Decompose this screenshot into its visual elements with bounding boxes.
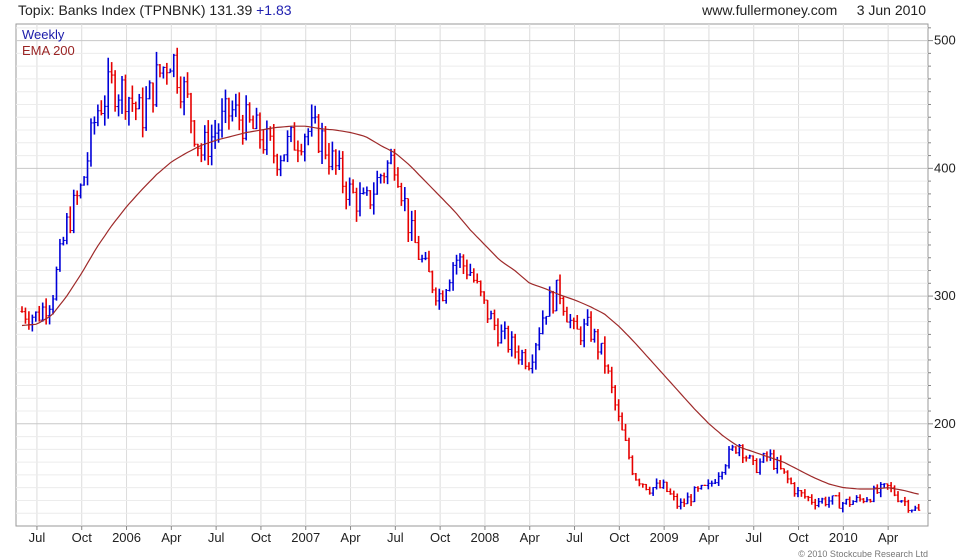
y-tick-label: 300 — [934, 288, 956, 303]
last-price: 131.39 — [209, 2, 253, 18]
x-tick-label: Jul — [745, 530, 762, 545]
y-tick-label: 200 — [934, 416, 956, 431]
chart-title-bar: Topix: Banks Index (TPNBNK) 131.39 +1.83 — [18, 2, 292, 18]
x-tick-label: Apr — [520, 530, 541, 545]
y-tick-label: 500 — [934, 33, 956, 48]
x-tick-label: 2007 — [291, 530, 320, 545]
source-date-bar: www.fullermoney.com 3 Jun 2010 — [702, 2, 926, 18]
chart-title: Topix: Banks Index (TPNBNK) — [18, 2, 206, 18]
x-tick-label: Jul — [566, 530, 583, 545]
chart-date: 3 Jun 2010 — [856, 2, 926, 18]
x-tick-label: Oct — [788, 530, 809, 545]
x-tick-label: Oct — [430, 530, 451, 545]
legend-weekly: Weekly — [22, 27, 65, 42]
x-tick-label: 2008 — [470, 530, 499, 545]
x-tick-label: Jul — [29, 530, 46, 545]
x-axis-labels: Jul Oct 2006 Apr Jul Oct 2007 Apr Jul Oct 2008 Apr J… — [29, 530, 899, 545]
vertical-gridlines — [36, 24, 889, 530]
x-tick-label: Oct — [72, 530, 93, 545]
legend-ema-200: EMA 200 — [22, 43, 75, 58]
plot-area — [15, 23, 929, 527]
x-tick-label: Apr — [340, 530, 361, 545]
price-change: +1.83 — [256, 2, 292, 18]
x-tick-label: Apr — [878, 530, 899, 545]
y-axis-labels: 200 300 400 500 — [934, 33, 956, 431]
ema-200-line — [21, 125, 919, 495]
x-tick-label: Jul — [208, 530, 225, 545]
source-url[interactable]: www.fullermoney.com — [702, 2, 838, 18]
x-tick-label: Apr — [699, 530, 720, 545]
weekly-bars — [20, 47, 921, 513]
x-tick-label: Oct — [251, 530, 272, 545]
x-tick-label: 2009 — [650, 530, 679, 545]
x-tick-label: Apr — [161, 530, 182, 545]
horizontal-gridlines — [16, 27, 933, 514]
y-tick-label: 400 — [934, 160, 956, 175]
x-tick-label: Oct — [609, 530, 630, 545]
x-tick-label: Jul — [387, 530, 404, 545]
x-tick-label: 2010 — [829, 530, 858, 545]
x-tick-label: 2006 — [112, 530, 141, 545]
copyright-notice: © 2010 Stockcube Research Ltd — [798, 549, 928, 559]
